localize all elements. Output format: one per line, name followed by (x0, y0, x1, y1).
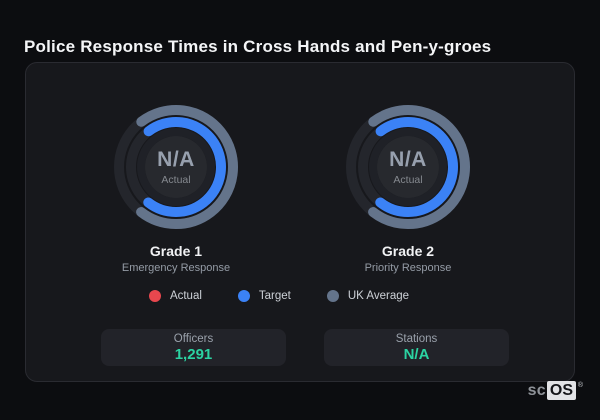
stat-card-officers: Officers 1,291 (101, 329, 286, 366)
legend-dot-target-icon (237, 290, 250, 302)
stat-value: N/A (403, 345, 430, 363)
stat-card-stations: Stations N/A (324, 329, 509, 366)
gauge-chart-grade-2: N/A Actual (341, 100, 475, 234)
page-title: Police Response Times in Cross Hands and… (24, 37, 492, 57)
chart-legend: Actual Target UK Average (26, 290, 532, 302)
registered-trademark-icon: ® (577, 382, 583, 389)
gauge-grade-subtitle: Priority Response (364, 262, 452, 274)
legend-dot-actual-icon (148, 290, 161, 302)
scos-logo-prefix: sc (527, 382, 546, 399)
gauge-grade-title: Grade 1 (149, 243, 203, 259)
legend-item-target[interactable]: Target (237, 290, 291, 302)
legend-label: Target (258, 290, 291, 302)
legend-item-uk-average[interactable]: UK Average (326, 290, 410, 302)
legend-label: Actual (169, 290, 202, 302)
stats-row: Officers 1,291 Stations N/A (101, 329, 509, 366)
gauge-grade-title: Grade 2 (381, 243, 435, 259)
gauge-rings-icon (114, 105, 238, 229)
gauge-grade-1: N/A Actual Grade 1 Emergency Response (86, 100, 266, 274)
gauge-grade-2: N/A Actual Grade 2 Priority Response (318, 100, 498, 274)
scos-logo: sc OS ® (527, 381, 583, 400)
legend-label: UK Average (347, 290, 410, 302)
gauge-grade-subtitle: Emergency Response (121, 262, 231, 274)
dashboard-card: N/A Actual Grade 1 Emergency Response N/… (25, 62, 575, 382)
stat-value: 1,291 (174, 345, 213, 363)
stat-label: Stations (395, 332, 438, 345)
legend-dot-uk-average-icon (326, 290, 339, 302)
gauge-chart-grade-1: N/A Actual (109, 100, 243, 234)
stat-label: Officers (173, 332, 214, 345)
legend-item-actual[interactable]: Actual (148, 290, 202, 302)
gauge-rings-icon (346, 105, 470, 229)
scos-logo-box: OS (546, 381, 576, 400)
